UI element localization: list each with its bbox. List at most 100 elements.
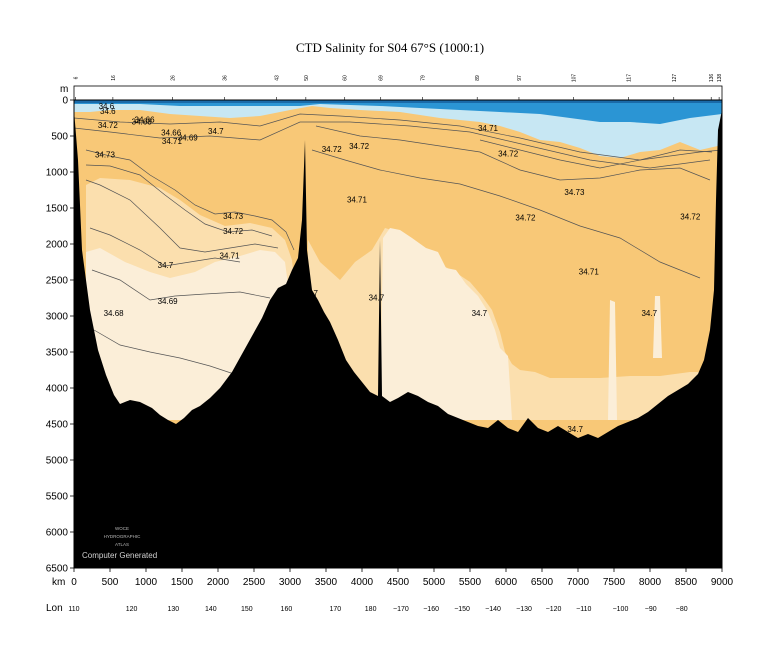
contour-label: 34.72 xyxy=(515,213,536,222)
lon-tick-label: −120 xyxy=(546,606,562,613)
lon-tick-label: 180 xyxy=(365,606,377,613)
contour-34-72-east xyxy=(315,125,711,181)
x-tick-label: 5000 xyxy=(423,577,446,588)
x-axis-label: km xyxy=(52,577,65,588)
contour-label: 34.68 xyxy=(104,309,125,318)
band-34-69-east-plume xyxy=(653,296,662,358)
contour-label: 34.72 xyxy=(98,121,119,130)
lon-tick-label: 120 xyxy=(126,606,138,613)
contour-surface-2 xyxy=(74,121,711,169)
contour-34-70-west xyxy=(89,227,241,267)
contour-label: 34.72 xyxy=(322,145,343,154)
station-number: 60 xyxy=(343,75,349,81)
lon-tick-label: −160 xyxy=(423,606,439,613)
contour-label: 34.66 xyxy=(161,128,182,137)
x-tick-label: 1000 xyxy=(135,577,158,588)
station-strip xyxy=(73,85,723,101)
contour-label: 34.7 xyxy=(369,293,385,302)
lon-tick-label: −150 xyxy=(454,606,470,613)
x-tick-label: 9000 xyxy=(711,577,734,588)
lon-tick-label: 160 xyxy=(281,606,293,613)
contour-34-71-east xyxy=(311,149,701,279)
x-tick-label: 6500 xyxy=(531,577,554,588)
contour-34-73-east xyxy=(479,139,713,169)
lon-tick-label: −140 xyxy=(485,606,501,613)
contour-label: 34.73 xyxy=(223,212,244,221)
station-number: 36 xyxy=(222,75,228,81)
station-number: 117 xyxy=(626,74,632,82)
y-tick-label: 0 xyxy=(62,96,68,107)
contour-label: 34.7 xyxy=(472,309,488,318)
lon-tick-label: 140 xyxy=(205,606,217,613)
contour-34-72-west xyxy=(85,164,273,237)
station-number: 79 xyxy=(420,75,426,81)
band-34-69-narrow-plume xyxy=(608,300,617,420)
band-34-69-central xyxy=(380,228,512,420)
contour-label: 34.6 xyxy=(233,372,249,381)
station-number: 107 xyxy=(572,74,578,83)
y-tick-label: 1500 xyxy=(46,204,69,215)
y-tick-label: 6000 xyxy=(46,528,69,539)
x-tick-label: 500 xyxy=(102,577,119,588)
x-tick-label: 2500 xyxy=(243,577,266,588)
y-tick-label: 500 xyxy=(51,132,68,143)
x-tick-label: 5500 xyxy=(459,577,482,588)
contour-label: 34.72 xyxy=(349,142,370,151)
contour-34-69-west xyxy=(91,269,271,301)
contour-label: 34.71 xyxy=(162,137,183,146)
x-tick-label: 3000 xyxy=(279,577,302,588)
watermark-note: Computer Generated xyxy=(82,551,157,560)
atlas-watermark: WOCE HYDROGRAPHIC ATLAS Computer Generat… xyxy=(82,526,157,560)
y-tick-label: 3500 xyxy=(46,348,69,359)
contour-label: 34.66 xyxy=(135,115,156,124)
contour-34-73 xyxy=(85,149,295,251)
lon-tick-label: −170 xyxy=(393,606,409,613)
y-axis-label: m xyxy=(60,84,68,95)
station-number: 136 xyxy=(709,74,715,83)
contour-label: 34.7 xyxy=(567,425,583,434)
contour-label: 34.73 xyxy=(95,151,116,160)
lon-tick-label: 130 xyxy=(168,606,180,613)
contour-label: 34.69 xyxy=(158,297,179,306)
y-tick-label: 5500 xyxy=(46,492,69,503)
contour-label: 34.7 xyxy=(302,289,318,298)
watermark-line2: HYDROGRAPHIC xyxy=(104,534,142,539)
y-tick-label: 1000 xyxy=(46,168,69,179)
axes: 0500100015002000250030003500400045005000… xyxy=(46,74,734,613)
lon-tick-label: −90 xyxy=(645,606,657,613)
chart-title: CTD Salinity for S04 67°S (1000:1) xyxy=(295,40,485,55)
contour-label: 34.71 xyxy=(579,267,600,276)
station-number: 26 xyxy=(171,75,177,81)
station-number: 50 xyxy=(304,75,310,81)
contour-label: 34.69 xyxy=(178,133,199,142)
contour-label: 34.71 xyxy=(347,195,368,204)
contour-label: 34.7 xyxy=(158,261,174,270)
bathymetry xyxy=(74,110,722,568)
contour-label: 34.72 xyxy=(680,213,701,222)
station-number: 138 xyxy=(717,74,723,83)
lon-tick-label: 110 xyxy=(68,606,79,613)
station-number: 16 xyxy=(111,75,117,81)
x-tick-label: 3500 xyxy=(315,577,338,588)
y-tick-label: 2500 xyxy=(46,276,69,287)
x-tick-label: 1500 xyxy=(171,577,194,588)
contour-lines xyxy=(74,113,722,383)
x-tick-label: 0 xyxy=(71,577,77,588)
lon-tick-label: 150 xyxy=(241,606,253,613)
y-tick-label: 6500 xyxy=(46,564,69,575)
x-tick-label: 8000 xyxy=(639,577,662,588)
x-tick-label: 4000 xyxy=(351,577,374,588)
x-tick-label: 4500 xyxy=(387,577,410,588)
x-tick-label: 8500 xyxy=(675,577,698,588)
station-number: 69 xyxy=(379,75,385,81)
contour-34-71-west xyxy=(85,179,279,253)
station-number: 6 xyxy=(73,76,79,79)
y-tick-label: 4000 xyxy=(46,384,69,395)
contour-label: 34.72 xyxy=(223,227,244,236)
contour-label: 34.7 xyxy=(208,127,224,136)
y-tick-label: 5000 xyxy=(46,456,69,467)
contour-label: 34.73 xyxy=(564,188,585,197)
lon-tick-label: 170 xyxy=(330,606,342,613)
station-number: 97 xyxy=(517,75,523,81)
